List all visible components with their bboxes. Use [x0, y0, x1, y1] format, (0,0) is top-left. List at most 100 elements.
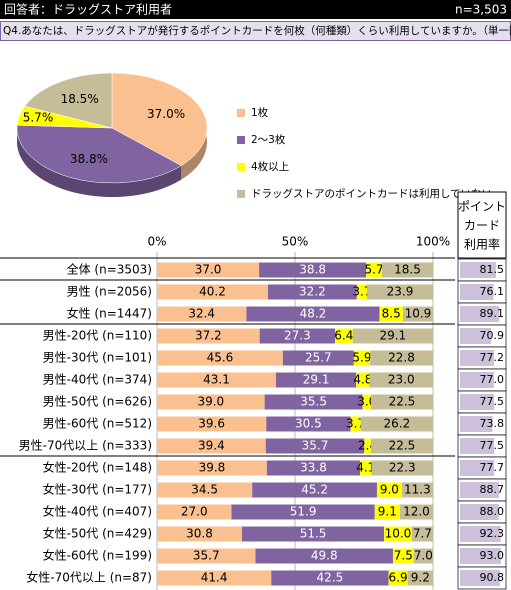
- bar-segment: [370, 350, 433, 366]
- bar-segment: [157, 438, 266, 454]
- bar-segment: [157, 372, 276, 388]
- bar-segment: [367, 284, 433, 300]
- category-label: 女性-20代 (n=148): [43, 460, 152, 475]
- category-label: 男性-70代以上 (n=333): [19, 439, 152, 453]
- bar-value-label: 5.9: [352, 351, 371, 365]
- x-tick-label: 50%: [282, 235, 309, 249]
- bar-segment: [157, 416, 267, 432]
- category-label: 女性 (n=1447): [67, 306, 152, 321]
- slice: [24, 72, 113, 129]
- bar-segment: [366, 262, 382, 278]
- bar-value-label: 39.8: [199, 461, 226, 475]
- bar-value-label: 35.7: [302, 439, 329, 453]
- category-label: 男性-30代 (n=101): [43, 351, 152, 365]
- bar-value-label: 41.4: [201, 571, 228, 585]
- bar-segment: [350, 416, 361, 432]
- bar-value-label: 37.2: [195, 329, 222, 343]
- rate-bar: [460, 438, 495, 454]
- bar-segment: [388, 570, 408, 586]
- bar-segment: [384, 526, 412, 542]
- bar-value-label: 7.7: [413, 527, 432, 541]
- bar-segment: [411, 526, 433, 542]
- category-label: 女性-30代 (n=177): [43, 482, 152, 497]
- rate-value-label: 89.1: [480, 307, 505, 320]
- bar-segment: [381, 262, 433, 278]
- bar-segment: [157, 394, 265, 410]
- bar-value-label: 7.0: [414, 549, 433, 563]
- bar-segment: [246, 306, 380, 322]
- bar-value-label: 48.2: [300, 307, 327, 321]
- bar-value-label: 29.1: [379, 329, 406, 343]
- bar-value-label: 37.0: [195, 263, 222, 277]
- bar-value-label: 23.9: [387, 285, 414, 299]
- bar-value-label: 22.5: [389, 439, 416, 453]
- bar-value-label: 45.6: [207, 351, 234, 365]
- rate-bar: [460, 284, 494, 300]
- bar-value-label: 39.6: [198, 417, 225, 431]
- rate-value-label: 93.0: [480, 549, 505, 562]
- bar-value-label: 10.9: [405, 307, 432, 321]
- bar-value-label: 30.8: [186, 527, 213, 541]
- bar-value-label: 51.5: [300, 527, 327, 541]
- bar-segment: [266, 460, 361, 476]
- bar-value-label: 8.5: [382, 307, 401, 321]
- bar-segment: [157, 262, 260, 278]
- bar-segment: [157, 482, 253, 498]
- bar-value-label: 22.3: [389, 461, 416, 475]
- category-label: 女性-40代 (n=407): [43, 504, 152, 519]
- rate-value-label: 77.2: [480, 351, 505, 364]
- bar-segment: [282, 350, 354, 366]
- rate-value-label: 88.0: [480, 505, 505, 518]
- rate-value-label: 77.5: [480, 439, 505, 452]
- rate-bar: [460, 504, 499, 520]
- bar-value-label: 6.9: [389, 571, 408, 585]
- bar-segment: [157, 460, 267, 476]
- bar-segment: [157, 504, 232, 520]
- bar-value-label: 29.1: [303, 373, 330, 387]
- bar-segment: [157, 328, 260, 344]
- rate-bar: [460, 350, 494, 366]
- rate-bar: [460, 306, 500, 322]
- rate-header-box: [457, 191, 507, 259]
- bar-segment: [407, 570, 433, 586]
- bar-value-label: 39.0: [197, 395, 224, 409]
- bar-segment: [266, 416, 351, 432]
- bar-value-label: 3.7: [352, 285, 371, 299]
- bar-segment: [401, 482, 433, 498]
- bar-value-label: 32.2: [299, 285, 326, 299]
- rate-header: 利用率: [464, 237, 500, 252]
- rate-bar: [460, 262, 496, 278]
- category-label: 全体 (n=3503): [67, 262, 152, 277]
- category-label: 男性-20代 (n=110): [43, 329, 152, 343]
- bar-value-label: 33.8: [300, 461, 327, 475]
- bar-segment: [157, 570, 272, 586]
- rate-value-label: 92.3: [480, 527, 505, 540]
- bar-value-label: 4.8: [353, 373, 372, 387]
- rate-value-label: 73.8: [480, 417, 505, 430]
- category-label: 男性 (n=2056): [67, 285, 152, 299]
- bar-value-label: 39.4: [198, 439, 225, 453]
- legend-label: ドラッグストアのポイントカードは利用していない: [251, 187, 492, 200]
- bar-segment: [402, 306, 433, 322]
- rate-bar: [460, 548, 501, 564]
- bar-value-label: 45.2: [301, 483, 328, 497]
- legend-label: 2～3枚: [251, 133, 286, 146]
- slice-side: [17, 125, 182, 197]
- bar-segment: [374, 504, 400, 520]
- bar-value-label: 35.7: [193, 549, 220, 563]
- rate-bar: [460, 372, 494, 388]
- category-label: 男性-60代 (n=512): [43, 417, 152, 431]
- rate-header: カード: [464, 219, 500, 233]
- bar-segment: [275, 372, 357, 388]
- bar-value-label: 4.1: [356, 461, 375, 475]
- bar-segment: [364, 438, 371, 454]
- bar-value-label: 26.2: [383, 417, 410, 431]
- bar-value-label: 32.4: [188, 307, 215, 321]
- bar-segment: [252, 482, 377, 498]
- bar-segment: [376, 482, 402, 498]
- bar-value-label: 3.7: [346, 417, 365, 431]
- legend-swatch: [237, 109, 245, 117]
- category-label: 男性-40代 (n=374): [43, 373, 152, 387]
- bar-value-label: 9.1: [378, 505, 397, 519]
- slice-label: 38.8%: [70, 152, 108, 166]
